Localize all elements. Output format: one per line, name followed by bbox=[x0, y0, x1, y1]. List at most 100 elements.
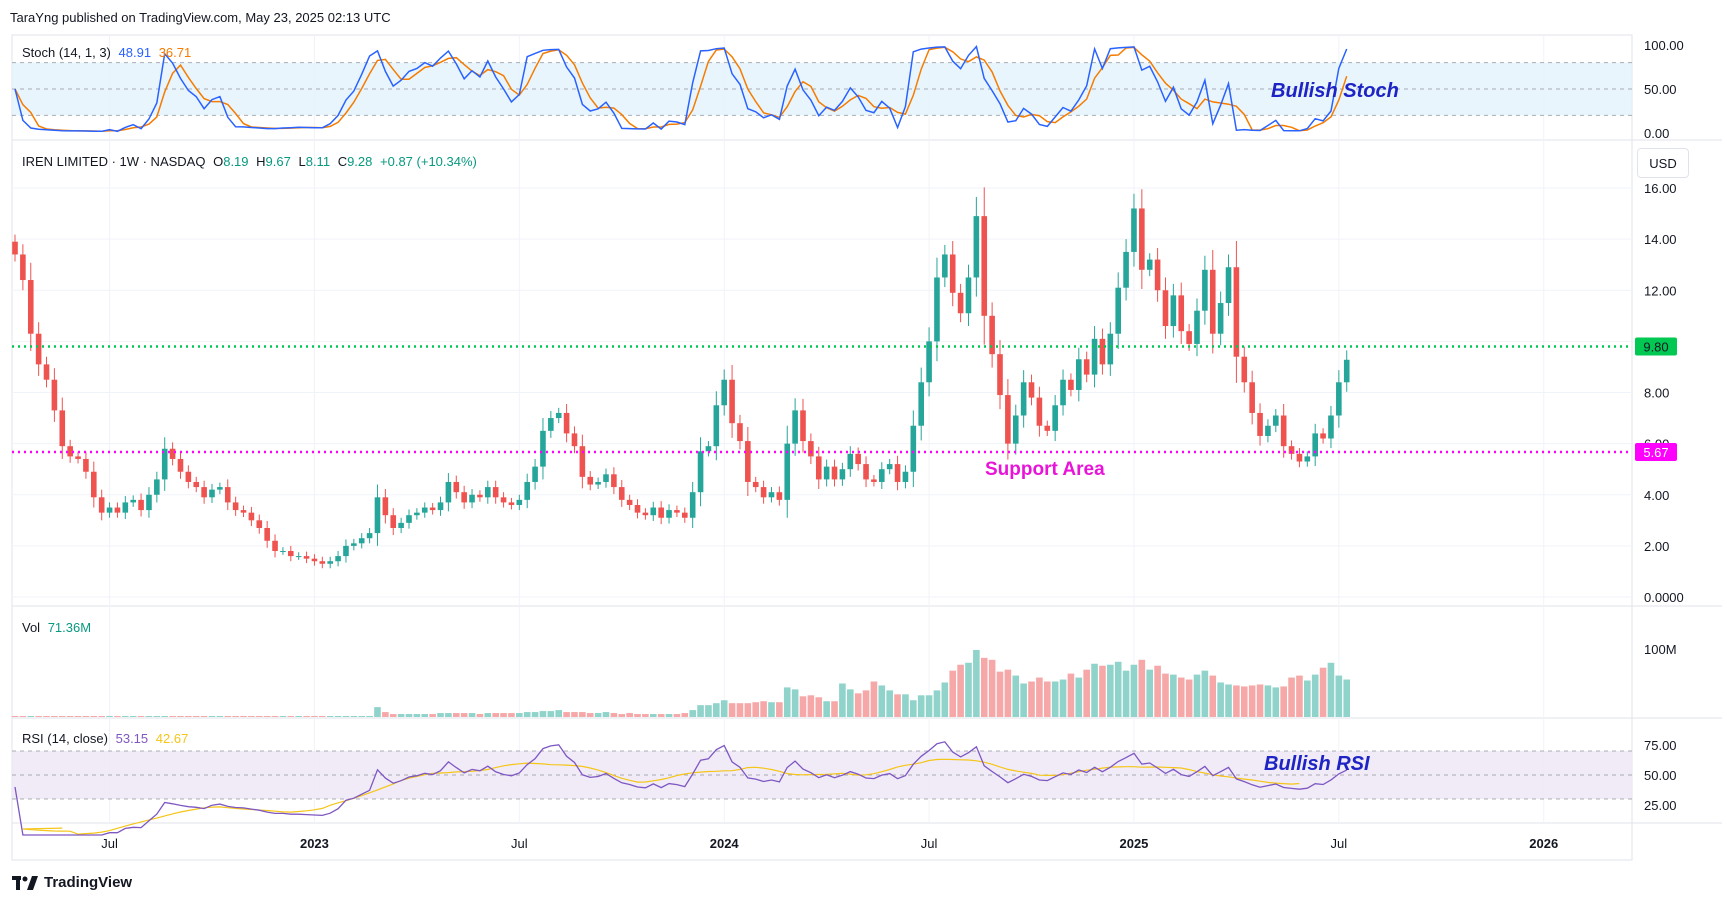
rsi-tick-label: 75.00 bbox=[1644, 738, 1677, 753]
volume-bar bbox=[1272, 687, 1280, 717]
volume-bar bbox=[1146, 669, 1154, 717]
candle-body bbox=[185, 471, 192, 482]
candle-body bbox=[689, 492, 696, 518]
volume-bar bbox=[878, 685, 886, 717]
candle-body bbox=[91, 471, 97, 498]
candle-body bbox=[1170, 295, 1177, 327]
candle-body bbox=[429, 507, 436, 511]
volume-bar bbox=[618, 714, 626, 717]
volume-bar bbox=[98, 716, 105, 717]
candle-body bbox=[555, 412, 562, 419]
volume-bar bbox=[752, 702, 760, 717]
volume-bar bbox=[831, 701, 838, 717]
volume-bar bbox=[484, 713, 492, 717]
low-value: 8.11 bbox=[305, 154, 331, 169]
rsi-ma-value: 42.67 bbox=[155, 731, 189, 746]
volume-bar bbox=[894, 694, 901, 717]
stoch-tick-label: 50.00 bbox=[1644, 82, 1677, 97]
candle-body bbox=[469, 494, 475, 503]
tradingview-logo[interactable]: TradingView bbox=[12, 874, 132, 891]
volume-bar bbox=[839, 683, 846, 717]
candle-body bbox=[1146, 259, 1153, 270]
candle-body bbox=[1162, 290, 1169, 327]
candle-body bbox=[1312, 433, 1318, 457]
publish-header: TaraYng published on TradingView.com, Ma… bbox=[10, 10, 391, 25]
candle-body bbox=[894, 464, 901, 482]
volume-bar bbox=[216, 716, 224, 717]
volume-bar bbox=[1099, 665, 1106, 717]
candle-body bbox=[224, 487, 231, 503]
candle-body bbox=[634, 504, 641, 513]
candle-body bbox=[327, 561, 333, 564]
candle-body bbox=[1154, 259, 1161, 291]
volume-bar bbox=[51, 716, 58, 717]
volume-bar bbox=[1280, 686, 1287, 717]
candle-body bbox=[240, 510, 247, 513]
volume-bar bbox=[1264, 685, 1272, 717]
volume-bar bbox=[114, 716, 121, 717]
volume-bar bbox=[1122, 670, 1130, 717]
candle-body bbox=[1115, 287, 1121, 334]
candle-body bbox=[658, 507, 664, 518]
volume-bar bbox=[106, 716, 113, 717]
candle-body bbox=[382, 497, 389, 516]
candle-body bbox=[122, 502, 129, 513]
volume-bar bbox=[240, 716, 247, 717]
volume-bar bbox=[547, 711, 555, 717]
candle-body bbox=[319, 561, 326, 564]
candle-body bbox=[910, 425, 917, 472]
currency-button[interactable]: USD bbox=[1637, 148, 1689, 178]
volume-bar bbox=[122, 716, 129, 717]
price-legend: IREN LIMITED · 1W · NASDAQ O8.19 H9.67 L… bbox=[22, 154, 481, 169]
candle-body bbox=[1336, 382, 1342, 416]
candle-body bbox=[1249, 382, 1255, 413]
volume-bar bbox=[90, 716, 98, 717]
volume-bar bbox=[760, 701, 767, 717]
candle-body bbox=[98, 497, 105, 513]
volume-bar bbox=[1209, 675, 1217, 717]
candle-body bbox=[1060, 379, 1066, 406]
candle-body bbox=[1036, 397, 1043, 426]
candle-body bbox=[27, 280, 34, 334]
candle-body bbox=[1328, 415, 1334, 439]
candle-body bbox=[264, 527, 270, 541]
candle-body bbox=[43, 364, 50, 380]
price-tick-label: 2.00 bbox=[1644, 539, 1669, 554]
volume-bar bbox=[1240, 686, 1248, 717]
volume-bar bbox=[74, 716, 82, 717]
volume-bar bbox=[1304, 680, 1311, 717]
candle-body bbox=[831, 466, 838, 480]
candle-body bbox=[1280, 415, 1287, 447]
candle-body bbox=[815, 456, 822, 480]
candle-body bbox=[1186, 331, 1192, 344]
volume-bar bbox=[358, 716, 366, 717]
candle-body bbox=[682, 512, 688, 518]
bullish-rsi-note: Bullish RSI bbox=[1264, 753, 1370, 775]
candle-body bbox=[272, 540, 278, 551]
price-tick-label: 16.00 bbox=[1644, 181, 1677, 196]
volume-bar bbox=[957, 664, 964, 717]
support-area-label: Support Area bbox=[985, 459, 1105, 480]
stoch-label: Stoch (14, 1, 3) bbox=[22, 45, 111, 60]
candle-body bbox=[351, 543, 357, 546]
price-tick-label: 4.00 bbox=[1644, 488, 1669, 503]
volume-bar bbox=[980, 657, 988, 717]
candle-body bbox=[477, 494, 483, 498]
candle-body bbox=[776, 492, 783, 500]
candle-body bbox=[1233, 267, 1240, 357]
candle-body bbox=[879, 469, 885, 482]
volume-bar bbox=[1177, 677, 1185, 717]
volume-bar bbox=[468, 713, 476, 717]
volume-bar bbox=[326, 716, 334, 717]
candle-body bbox=[737, 423, 743, 442]
volume-bar bbox=[177, 716, 184, 717]
volume-bar bbox=[1138, 659, 1146, 717]
candle-body bbox=[934, 277, 940, 342]
volume-bar bbox=[516, 713, 523, 717]
candle-body bbox=[989, 315, 995, 355]
candle-body bbox=[1068, 379, 1074, 390]
candle-body bbox=[209, 489, 215, 498]
candle-body bbox=[871, 479, 877, 482]
volume-bar bbox=[846, 689, 854, 717]
